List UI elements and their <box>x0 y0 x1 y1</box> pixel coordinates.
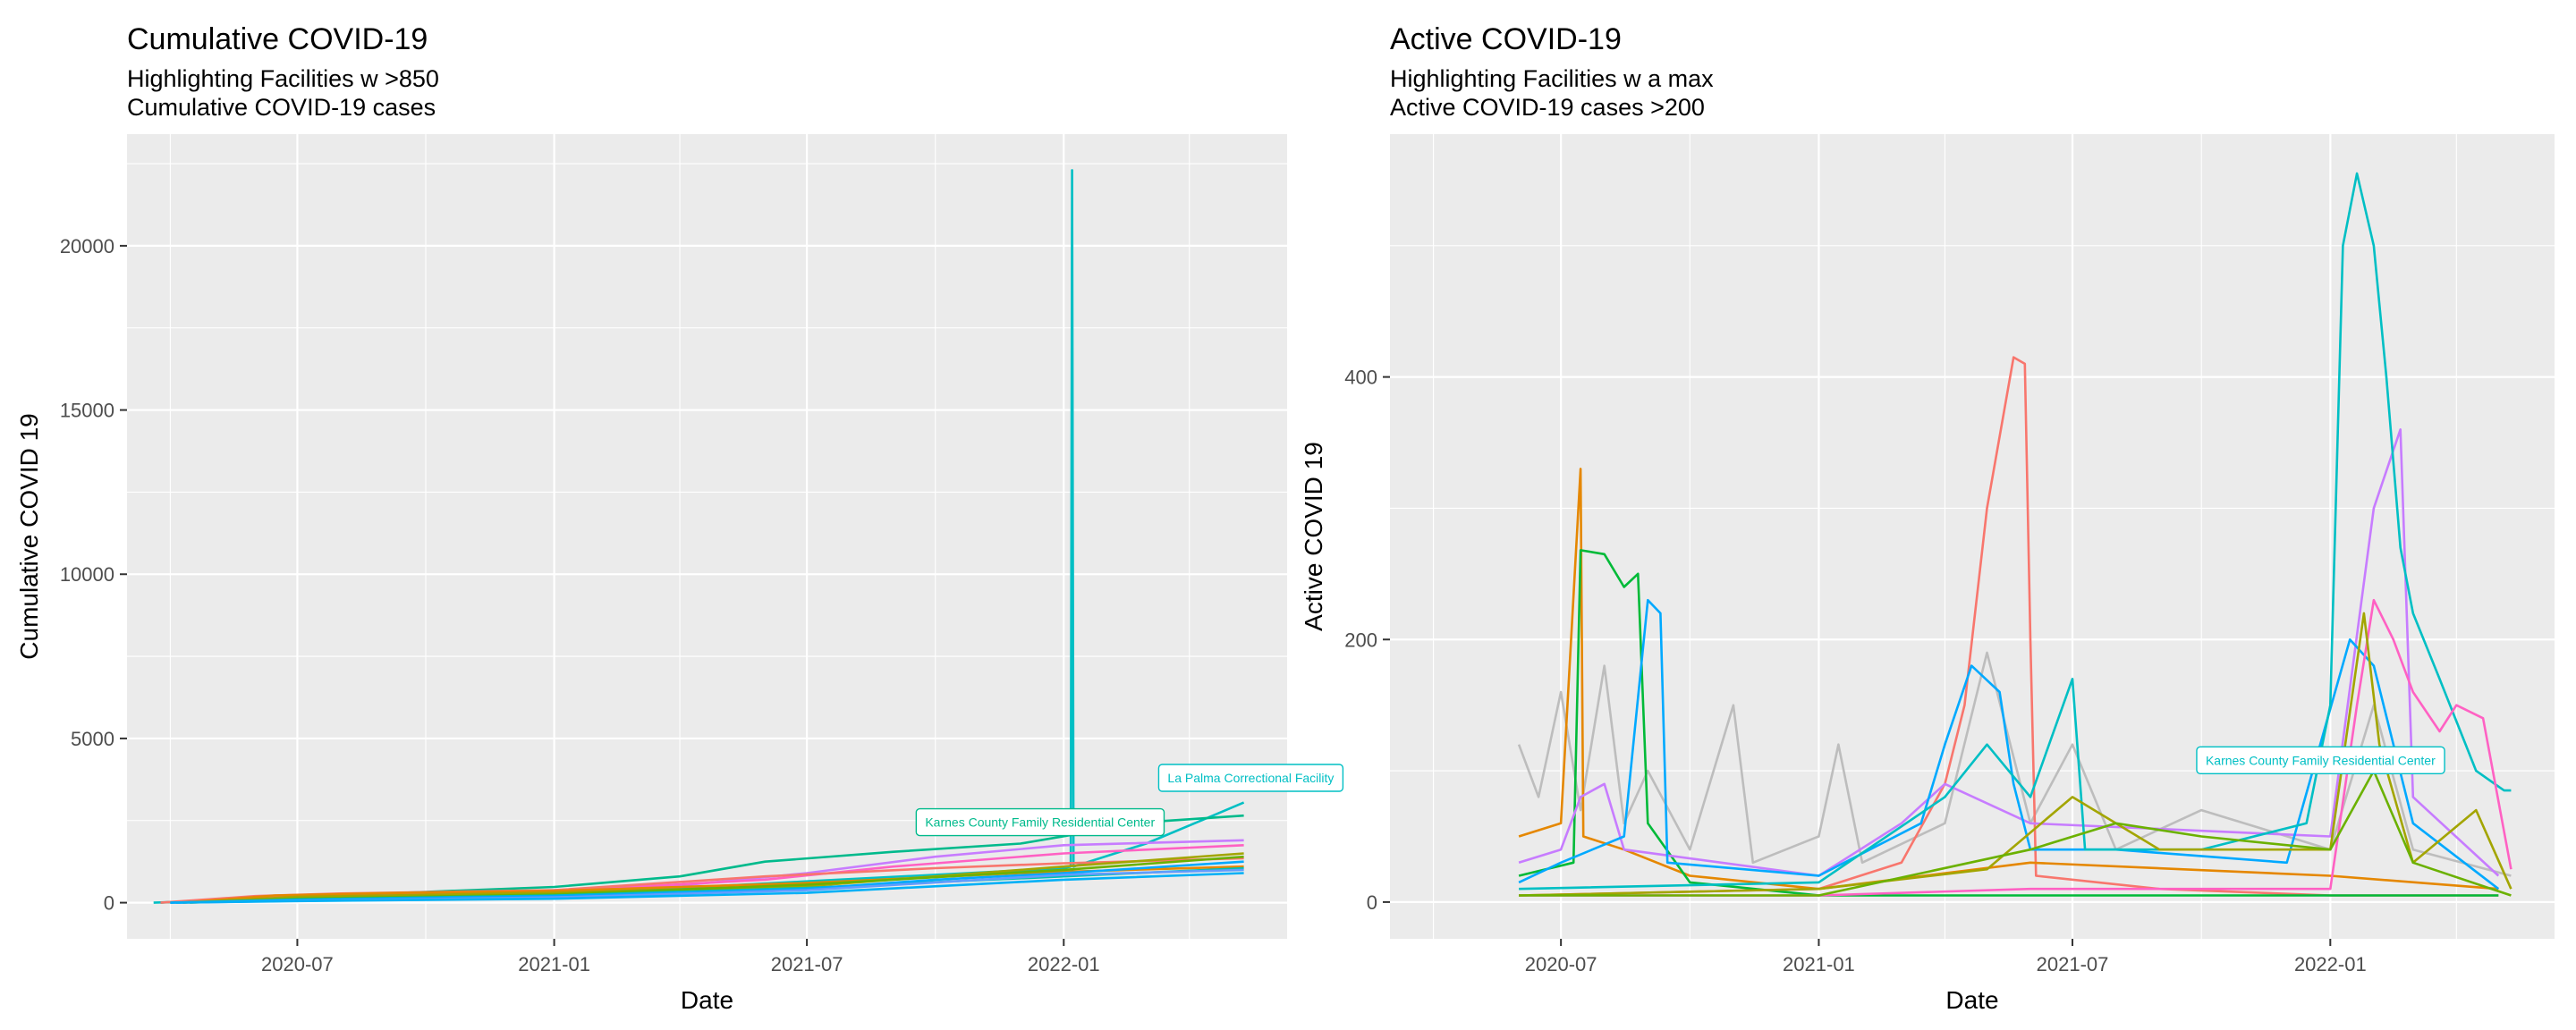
annotation-box <box>915 807 1165 837</box>
plot-background <box>1390 134 2555 939</box>
series-line-9 <box>1519 769 2512 897</box>
series-line-12 <box>175 872 1244 904</box>
x-tick-label: 2022-01 <box>1028 953 1100 975</box>
y-tick-label: 0 <box>1367 891 1377 914</box>
x-axis-title: Date <box>1945 986 1998 1014</box>
y-axis-title: Active COVID 19 <box>1300 442 1327 631</box>
y-tick-label: 10000 <box>60 563 114 586</box>
series-line-10 <box>1517 651 2512 877</box>
chart-subtitle-line: Active COVID-19 cases >200 <box>1390 94 1705 121</box>
series-line-6 <box>1519 172 2512 891</box>
x-tick-label: 2020-07 <box>261 953 334 975</box>
chart-subtitle-line: Highlighting Facilities w >850 <box>127 65 439 92</box>
x-tick-label: 2021-01 <box>518 953 590 975</box>
chart-panel-2: Active COVID-19 Highlighting Facilities w… <box>1300 22 2555 1014</box>
annotation-box <box>2196 746 2445 775</box>
annotation-text: Karnes County Family Residential Center <box>2206 753 2436 767</box>
series-group <box>1517 172 2512 897</box>
y-tick-label: 20000 <box>60 235 114 258</box>
series-group <box>153 169 1245 904</box>
chart-subtitle-line: Cumulative COVID-19 cases <box>127 94 436 121</box>
x-tick-label: 2022-01 <box>2294 953 2367 975</box>
x-axis-title: Date <box>681 986 733 1014</box>
chart-title: Active COVID-19 <box>1390 22 1622 56</box>
y-tick-label: 400 <box>1344 367 1377 389</box>
x-tick-label: 2021-07 <box>2037 953 2109 975</box>
plot-background <box>127 134 1287 939</box>
chart-title: Cumulative COVID-19 <box>127 22 428 56</box>
x-tick-label: 2021-01 <box>1783 953 1855 975</box>
chart-subtitle-line: Highlighting Facilities w a max <box>1390 65 1714 92</box>
y-tick-label: 5000 <box>71 728 114 750</box>
annotation-box <box>1157 764 1344 792</box>
annotation-text: Karnes County Family Residential Center <box>925 815 1155 830</box>
x-tick-label: 2021-07 <box>771 953 843 975</box>
annotation-text: La Palma Correctional Facility <box>1167 771 1334 785</box>
annotation-label: La Palma Correctional Facility <box>1157 764 1344 792</box>
y-axis-title: Cumulative COVID 19 <box>15 413 43 659</box>
annotation-label: Karnes County Family Residential Center <box>2196 746 2445 775</box>
x-tick-label: 2020-07 <box>1525 953 1597 975</box>
series-line-4 <box>1518 427 2500 877</box>
series-line-3 <box>1518 549 2499 897</box>
y-tick-label: 0 <box>104 892 114 915</box>
series-line-2 <box>1518 468 2499 891</box>
chart-panel-1: Cumulative COVID-19 Highlighting Faciliti… <box>15 22 1344 1014</box>
series-line-7 <box>1519 598 2512 897</box>
annotation-label: Karnes County Family Residential Center <box>915 807 1165 837</box>
series-line-5 <box>1518 598 2500 891</box>
y-tick-label: 15000 <box>60 400 114 422</box>
y-tick-label: 200 <box>1344 629 1377 651</box>
